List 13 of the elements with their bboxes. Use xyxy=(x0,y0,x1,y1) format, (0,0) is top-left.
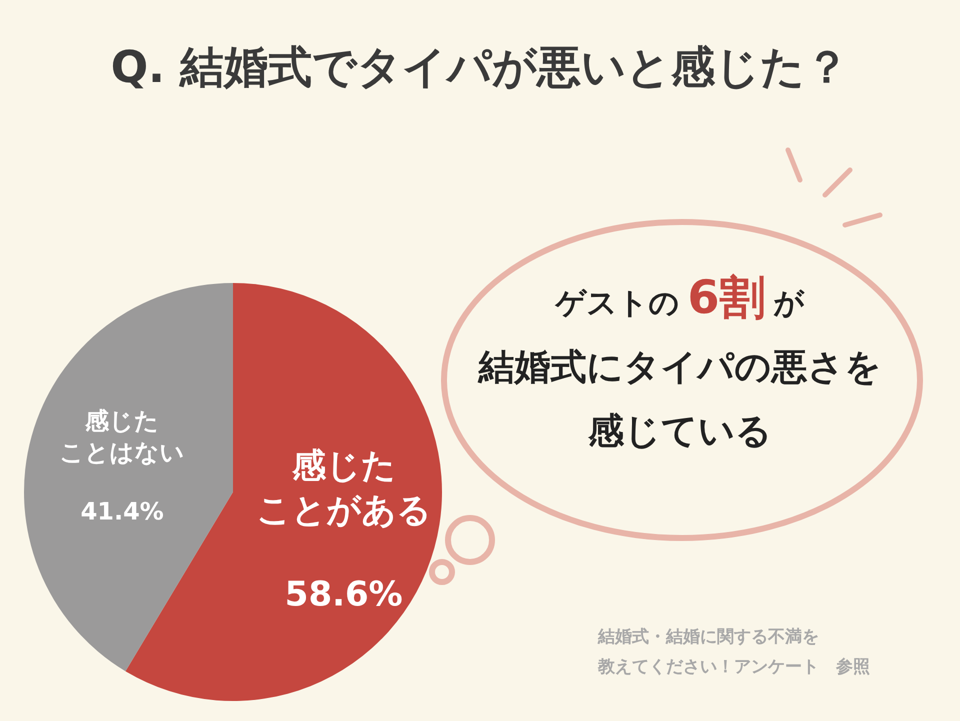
text: 結婚式・結婚に関する不満を xyxy=(598,626,820,649)
text: 感じている xyxy=(587,410,773,454)
text: ゲストの xyxy=(555,286,680,321)
slice-label: 感じたことがある xyxy=(256,446,432,530)
data-label: 41.4% xyxy=(80,498,164,526)
slice-label: 感じたことはない xyxy=(60,407,185,466)
text: 結婚式にタイパの悪さを xyxy=(476,346,882,390)
chart-title: Q. 結婚式でタイパが悪いと感じた？ xyxy=(110,41,850,95)
text: 6割 xyxy=(687,270,766,324)
text: 教えてください！アンケート 参照 xyxy=(598,656,871,679)
pie-slice xyxy=(24,283,233,672)
data-label: 58.6% xyxy=(284,574,403,614)
text: が xyxy=(774,286,804,321)
